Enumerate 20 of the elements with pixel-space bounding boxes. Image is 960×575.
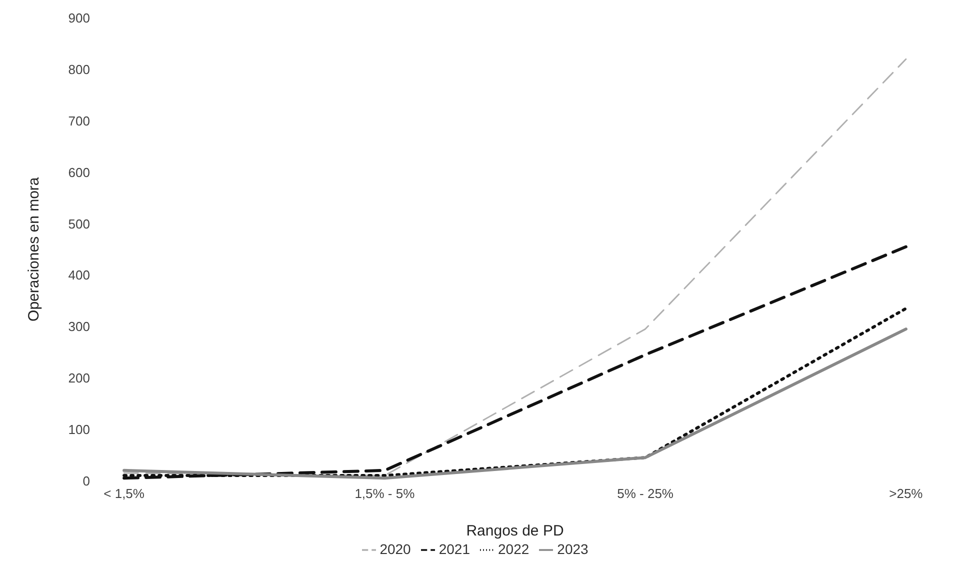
y-tick-label: 100 [68, 422, 90, 437]
x-tick-label: 1,5% - 5% [354, 486, 416, 501]
legend-label: 2022 [498, 540, 530, 557]
x-tick-label: 5% - 25% [617, 486, 674, 501]
legend-label: 2020 [380, 540, 411, 557]
legend-label: 2021 [438, 540, 470, 557]
x-axis-title: Rangos de PD [466, 522, 564, 540]
legend-label: 2023 [557, 540, 588, 557]
y-tick-label: 0 [82, 473, 90, 488]
y-tick-label: 300 [68, 319, 90, 334]
y-tick-label: 600 [68, 164, 90, 180]
y-tick-label: 500 [68, 216, 90, 232]
y-tick-label: 900 [68, 10, 90, 26]
y-tick-label: 200 [68, 370, 90, 386]
y-tick-label: 700 [68, 113, 90, 128]
y-tick-label: 400 [68, 268, 90, 283]
x-tick-label: < 1,5% [104, 486, 145, 501]
y-axis-title: Operaciones en mora [25, 176, 42, 322]
y-tick-label: 800 [68, 62, 90, 78]
x-tick-label: >25% [889, 486, 924, 501]
